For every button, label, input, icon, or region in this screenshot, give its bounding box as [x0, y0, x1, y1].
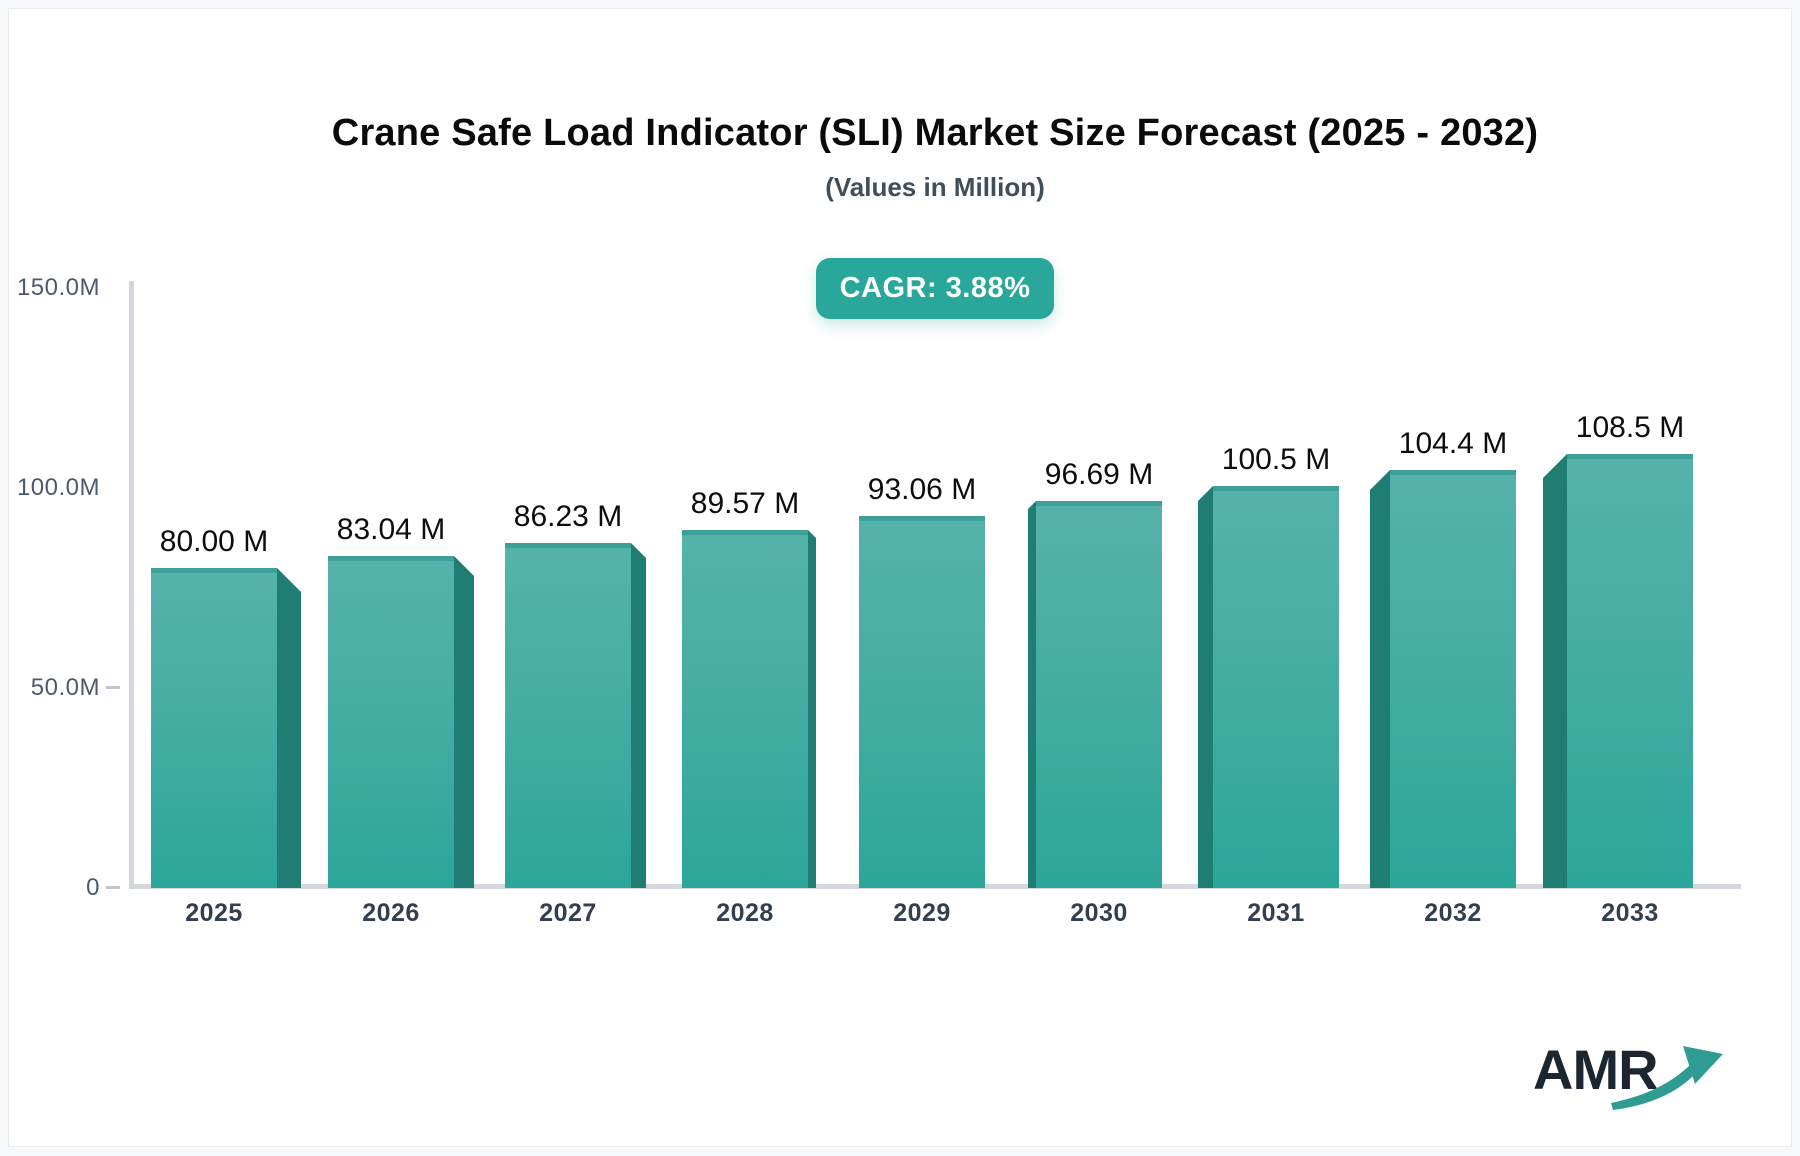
x-axis-label: 2027	[539, 899, 597, 927]
x-axis-label: 2025	[185, 899, 243, 927]
bar-value-label: 93.06 M	[867, 473, 977, 506]
bar-value-label: 108.5 M	[1575, 411, 1685, 444]
bar[interactable]	[1567, 454, 1693, 888]
bar-value-label: 89.57 M	[690, 487, 800, 520]
y-axis-line	[129, 281, 134, 889]
bar[interactable]	[1390, 470, 1516, 888]
bar-value-label: 80.00 M	[159, 525, 269, 558]
y-axis-tick-mark	[106, 686, 120, 689]
y-axis-tick-label: 150.0M	[16, 274, 100, 301]
bar-side-face	[277, 568, 301, 888]
x-axis-label: 2030	[1070, 899, 1128, 927]
y-axis-tick-label: 0	[86, 874, 100, 901]
bar-side-face	[1198, 486, 1213, 888]
bar[interactable]	[151, 568, 277, 888]
bar-value-label: 86.23 M	[513, 500, 623, 533]
x-axis-label: 2029	[893, 899, 951, 927]
bar[interactable]	[859, 516, 985, 888]
y-axis-tick-mark	[106, 886, 120, 889]
amr-logo-text: AMR	[1533, 1038, 1659, 1101]
bar-value-label: 104.4 M	[1398, 427, 1508, 460]
bar[interactable]	[682, 530, 808, 888]
amr-logo: AMR	[1533, 1038, 1733, 1118]
x-axis-label: 2033	[1601, 899, 1659, 927]
bar-side-face	[454, 556, 474, 888]
x-axis-label: 2032	[1424, 899, 1482, 927]
bar-value-label: 83.04 M	[336, 513, 446, 546]
chart-title: Crane Safe Load Indicator (SLI) Market S…	[331, 112, 1539, 154]
y-axis-tick-label: 50.0M	[30, 674, 100, 701]
cagr-badge-wrap: CAGR: 3.88%	[70, 258, 1800, 319]
bar-side-face	[1028, 501, 1036, 888]
bar[interactable]	[505, 543, 631, 888]
bar-side-face	[1543, 454, 1567, 888]
x-axis-label: 2031	[1247, 899, 1305, 927]
y-axis-tick-label: 100.0M	[16, 474, 100, 501]
x-axis-label: 2026	[362, 899, 420, 927]
bar-side-face	[1370, 470, 1390, 888]
bar[interactable]	[1036, 501, 1162, 888]
bar-side-face	[631, 543, 646, 888]
growth-arrow-icon	[1611, 1046, 1723, 1110]
bar-value-label: 100.5 M	[1221, 443, 1331, 476]
x-axis-label: 2028	[716, 899, 774, 927]
bar-value-label: 96.69 M	[1044, 458, 1154, 491]
cagr-badge: CAGR: 3.88%	[815, 258, 1055, 319]
bar[interactable]	[1213, 486, 1339, 888]
bar-side-face	[808, 530, 816, 888]
bar[interactable]	[328, 556, 454, 888]
chart-subtitle: (Values in Million)	[825, 172, 1045, 202]
